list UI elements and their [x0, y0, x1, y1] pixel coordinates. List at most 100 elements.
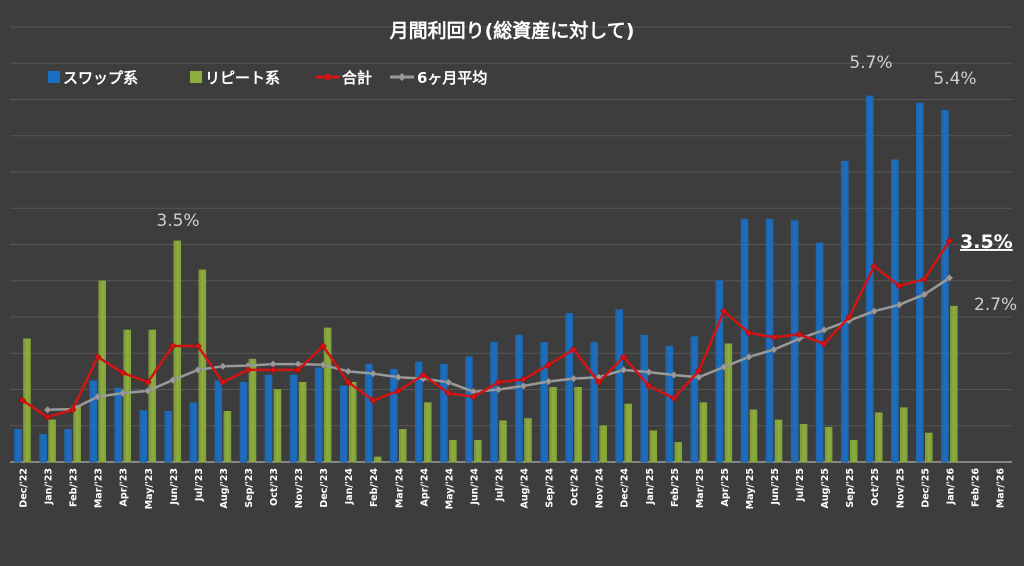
avg-point-Aug/'24[interactable] [519, 382, 528, 390]
repeat-bar-Jul/'25[interactable] [799, 424, 808, 463]
total-point-Jan/'23[interactable] [43, 413, 52, 421]
repeat-bar-Jun/'24[interactable] [474, 440, 482, 463]
total-point-Jun/'23[interactable] [168, 342, 177, 350]
repeat-bar-May/'25[interactable] [749, 409, 758, 463]
avg-point-Jun/'25[interactable] [770, 345, 778, 354]
repeat-bar-Jun/'23[interactable] [173, 240, 182, 463]
avg-point-Feb/'24[interactable] [369, 369, 378, 378]
avg-point-Jul/'25[interactable] [795, 334, 803, 343]
avg-point-Mar/'24[interactable] [394, 373, 403, 382]
legend-item-repeat[interactable]: リピート系 [190, 69, 280, 87]
repeat-bar-Feb/'23[interactable] [73, 405, 81, 463]
avg-point-Dec/'23[interactable] [319, 360, 327, 369]
total-point-Jan/'24[interactable] [344, 378, 353, 387]
total-point-Sep/'24[interactable] [544, 360, 553, 369]
repeat-bar-Oct/'24[interactable] [574, 387, 582, 463]
repeat-bar-Aug/'24[interactable] [524, 418, 532, 463]
repeat-bar-Oct/'23[interactable] [273, 389, 282, 463]
swap-bar-Jan/'26[interactable] [941, 110, 949, 463]
swap-bar-Oct/'23[interactable] [264, 374, 273, 463]
avg-point-Oct/'25[interactable] [870, 307, 879, 316]
total-point-Mar/'23[interactable] [93, 353, 102, 361]
total-point-Nov/'25[interactable] [895, 281, 904, 290]
total-point-Mar/'24[interactable] [394, 387, 403, 395]
avg-point-Jan/'23[interactable] [43, 405, 52, 414]
avg-point-May/'25[interactable] [745, 353, 753, 361]
total-point-May/'23[interactable] [143, 378, 152, 387]
swap-bar-Feb/'23[interactable] [64, 429, 72, 463]
total-point-Dec/'23[interactable] [319, 342, 327, 350]
repeat-bar-Jun/'25[interactable] [774, 419, 783, 463]
swap-bar-Aug/'23[interactable] [214, 380, 223, 463]
total-point-Dec/'22[interactable] [18, 396, 27, 405]
repeat-bar-Mar/'23[interactable] [98, 280, 106, 463]
repeat-bar-May/'24[interactable] [449, 440, 457, 463]
repeat-bar-Nov/'25[interactable] [900, 407, 908, 463]
avg-point-Jan/'25[interactable] [644, 368, 653, 376]
repeat-bar-Oct/'25[interactable] [874, 412, 883, 463]
swap-bar-Sep/'24[interactable] [540, 342, 548, 463]
avg-point-Jul/'24[interactable] [494, 385, 503, 394]
avg-point-May/'23[interactable] [143, 387, 152, 395]
total-point-Feb/'25[interactable] [669, 394, 678, 403]
total-point-Nov/'23[interactable] [294, 366, 302, 374]
swap-bar-Jun/'23[interactable] [164, 411, 173, 463]
total-point-Apr/'25[interactable] [720, 307, 728, 316]
total-point-Jun/'25[interactable] [770, 333, 778, 342]
avg-point-Jan/'24[interactable] [344, 367, 353, 376]
swap-bar-Mar/'25[interactable] [690, 336, 699, 463]
swap-bar-Mar/'24[interactable] [390, 368, 398, 463]
avg-point-Aug/'25[interactable] [820, 326, 828, 334]
avg-point-Dec/'24[interactable] [619, 366, 628, 374]
swap-bar-Oct/'25[interactable] [865, 95, 874, 463]
repeat-bar-Aug/'23[interactable] [223, 411, 232, 463]
avg-point-Jan/'26[interactable] [945, 274, 954, 282]
swap-bar-May/'23[interactable] [139, 410, 148, 463]
repeat-bar-Dec/'25[interactable] [925, 432, 933, 463]
repeat-bar-Feb/'24[interactable] [373, 456, 382, 463]
repeat-bar-Jan/'25[interactable] [649, 430, 658, 463]
swap-bar-Feb/'25[interactable] [665, 345, 674, 463]
swap-bar-Nov/'23[interactable] [289, 374, 298, 463]
swap-bar-May/'24[interactable] [440, 363, 448, 463]
swap-bar-Jun/'24[interactable] [465, 356, 473, 463]
swap-bar-Sep/'23[interactable] [239, 382, 248, 463]
total-point-Jul/'25[interactable] [795, 330, 803, 339]
total-point-May/'25[interactable] [745, 329, 753, 337]
avg-point-Dec/'25[interactable] [920, 290, 929, 299]
swap-bar-May/'25[interactable] [740, 218, 749, 463]
repeat-bar-Dec/'23[interactable] [323, 327, 332, 463]
swap-bar-Jan/'25[interactable] [640, 334, 649, 463]
repeat-bar-Mar/'24[interactable] [399, 429, 407, 463]
legend-item-swap[interactable]: スワップ系 [48, 69, 138, 87]
swap-bar-Feb/'24[interactable] [364, 363, 373, 463]
swap-bar-Jan/'23[interactable] [39, 434, 47, 463]
total-point-Oct/'24[interactable] [569, 345, 578, 354]
total-point-Jan/'26[interactable] [945, 237, 954, 245]
total-point-Apr/'23[interactable] [118, 368, 127, 377]
avg-point-Mar/'23[interactable] [93, 392, 102, 401]
swap-bar-Dec/'24[interactable] [615, 309, 623, 463]
total-point-Dec/'25[interactable] [920, 275, 929, 284]
swap-bar-Apr/'23[interactable] [114, 387, 122, 463]
repeat-bar-Aug/'25[interactable] [824, 426, 833, 463]
swap-bar-Jul/'24[interactable] [490, 342, 498, 463]
repeat-bar-Dec/'24[interactable] [624, 403, 632, 463]
avg-point-Apr/'23[interactable] [118, 389, 127, 397]
total-point-Aug/'23[interactable] [219, 378, 227, 387]
legend-item-total[interactable]: 合計 [316, 69, 372, 87]
swap-bar-Nov/'24[interactable] [590, 342, 598, 463]
swap-bar-Dec/'23[interactable] [314, 367, 323, 463]
total-point-Sep/'23[interactable] [244, 366, 252, 374]
repeat-bar-Feb/'25[interactable] [674, 442, 683, 463]
swap-bar-Sep/'25[interactable] [840, 160, 849, 463]
avg-point-Oct/'24[interactable] [569, 374, 578, 383]
avg-point-Nov/'25[interactable] [895, 300, 904, 309]
avg-point-Feb/'25[interactable] [669, 371, 678, 379]
repeat-bar-Nov/'23[interactable] [298, 382, 307, 463]
total-point-Aug/'25[interactable] [820, 339, 828, 348]
total-point-Sep/'25[interactable] [845, 313, 854, 321]
total-point-Nov/'24[interactable] [594, 378, 603, 387]
total-point-Jan/'25[interactable] [644, 382, 653, 390]
total-point-May/'24[interactable] [444, 389, 453, 397]
